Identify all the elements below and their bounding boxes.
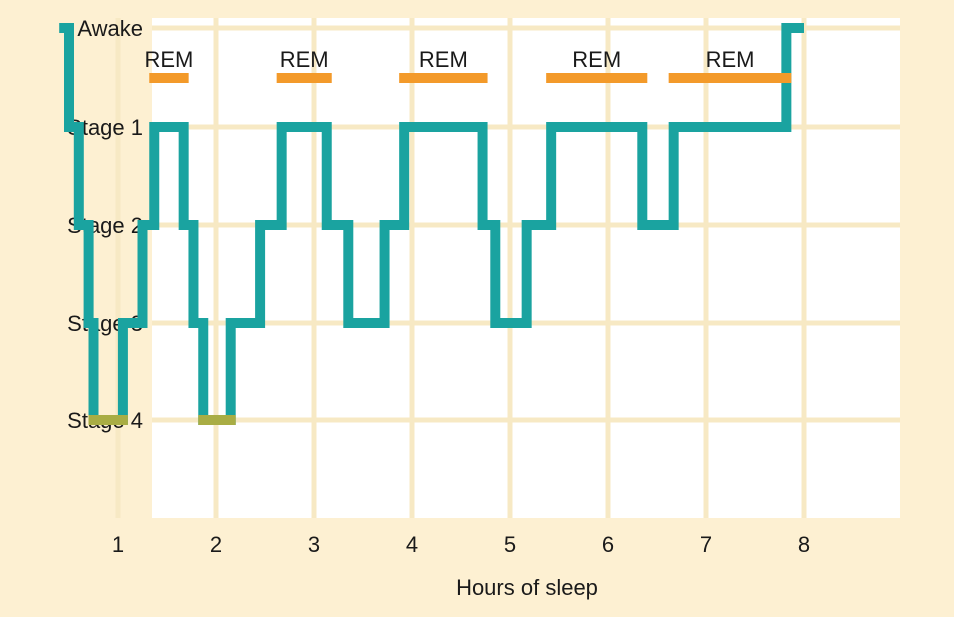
rem-segment — [546, 73, 648, 83]
rem-label: REM — [280, 47, 329, 72]
rem-segment — [668, 73, 792, 83]
rem-label: REM — [419, 47, 468, 72]
x-tick-label: 1 — [112, 532, 124, 557]
x-tick-label: 5 — [504, 532, 516, 557]
x-tick-label: 7 — [700, 532, 712, 557]
deep-sleep-segment — [198, 415, 236, 425]
rem-segments: REM REM REM REM REM — [145, 47, 792, 83]
x-axis-tick-labels: 1 2 3 4 5 6 7 8 — [112, 532, 810, 557]
deep-sleep-segments — [88, 415, 236, 425]
y-tick-label: Awake — [77, 16, 143, 41]
x-tick-label: 3 — [308, 532, 320, 557]
rem-label: REM — [706, 47, 755, 72]
rem-segment — [276, 73, 332, 83]
x-tick-label: 4 — [406, 532, 418, 557]
rem-label: REM — [145, 47, 194, 72]
x-tick-label: 8 — [798, 532, 810, 557]
rem-segment — [149, 73, 189, 83]
x-tick-label: 6 — [602, 532, 614, 557]
deep-sleep-segment — [88, 415, 128, 425]
x-axis-label: Hours of sleep — [456, 575, 598, 600]
x-tick-label: 2 — [210, 532, 222, 557]
rem-label: REM — [572, 47, 621, 72]
rem-segment — [399, 73, 488, 83]
